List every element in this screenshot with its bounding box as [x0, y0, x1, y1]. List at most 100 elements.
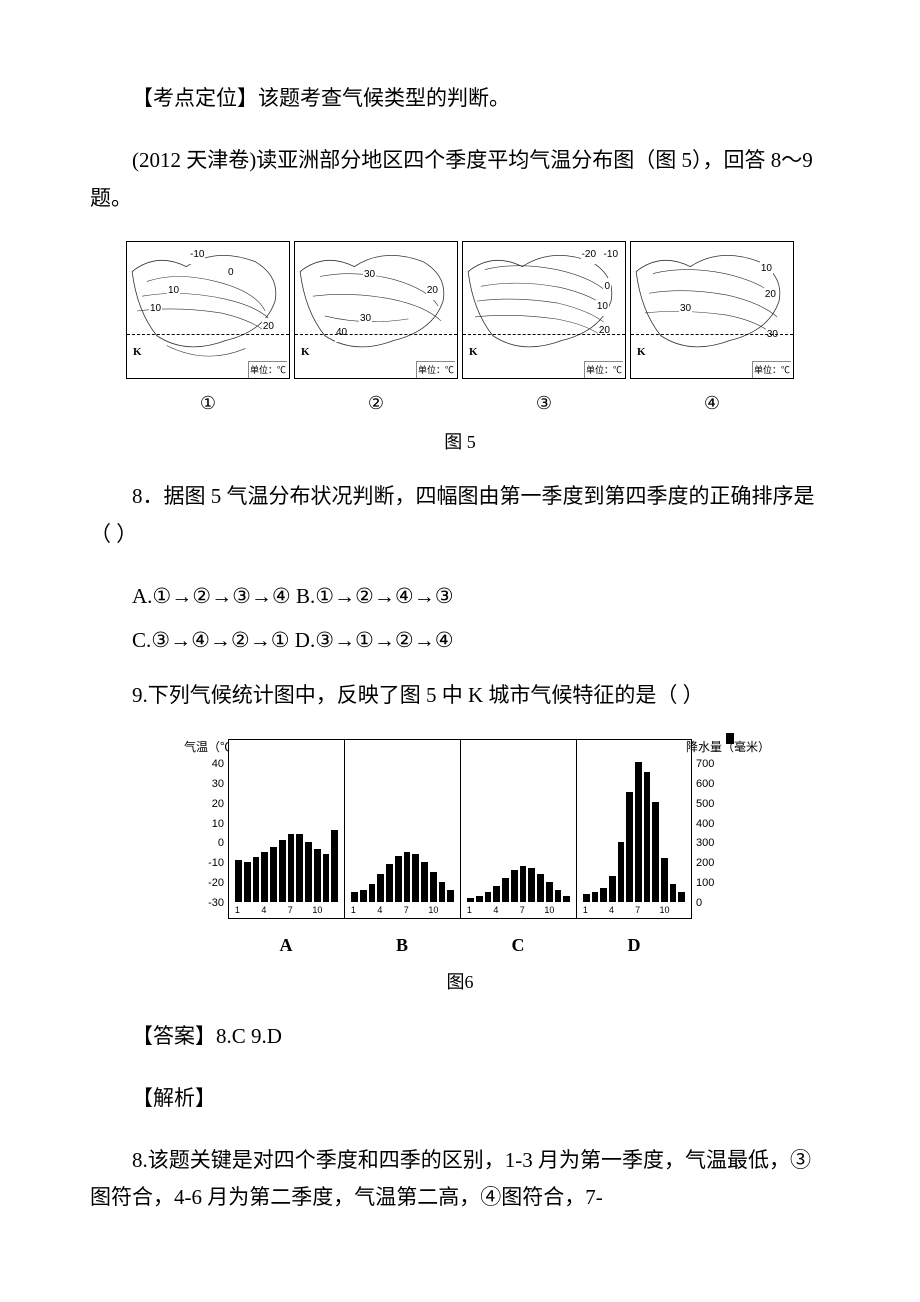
question-intro: (2012 天津卷)读亚洲部分地区四个季度平均气温分布图（图 5），回答 8～9…	[90, 142, 830, 218]
x-tick: 4	[607, 902, 616, 918]
x-tick	[598, 902, 607, 918]
bar	[592, 892, 599, 902]
city-k-marker: K	[637, 343, 646, 363]
bar	[520, 866, 527, 902]
x-tick	[411, 902, 420, 918]
bar	[288, 834, 295, 902]
circled-1: ①	[126, 387, 290, 419]
analysis-title: 【解析】	[90, 1080, 830, 1118]
bar	[395, 856, 402, 902]
x-tick	[438, 902, 447, 918]
bar	[377, 874, 384, 902]
bar	[270, 847, 277, 902]
bar	[421, 862, 428, 902]
bars-area	[467, 754, 570, 902]
bar	[412, 854, 419, 902]
x-tick: 4	[491, 902, 500, 918]
temp-label: 0	[603, 278, 611, 296]
y-tick: 100	[696, 874, 714, 894]
bar	[635, 762, 642, 902]
y-tick: 10	[212, 815, 224, 835]
x-ticks: 14710	[229, 902, 344, 918]
bars-area	[351, 754, 454, 902]
circled-3: ③	[462, 387, 626, 419]
bar	[331, 830, 338, 902]
x-tick: 4	[375, 902, 384, 918]
y-tick: -30	[208, 894, 224, 914]
temp-label: -10	[603, 246, 619, 264]
answer-text: 【答案】8.C 9.D	[90, 1018, 830, 1056]
bars-area	[583, 754, 685, 902]
y-tick: 200	[696, 854, 714, 874]
x-tick	[500, 902, 509, 918]
x-tick	[251, 902, 260, 918]
bar	[323, 854, 330, 902]
x-tick	[509, 902, 518, 918]
chart-label-b: B	[344, 929, 460, 961]
temp-label: 30	[363, 266, 376, 284]
city-k-marker: K	[301, 343, 310, 363]
map-panels-row: -10 0 10 10 20 K 单位：℃ 30 20 30 40 K 单位：℃	[90, 241, 830, 379]
x-tick	[331, 902, 340, 918]
bar	[430, 872, 437, 902]
bar	[652, 802, 659, 902]
map-panel-3: -20 -10 0 10 20 K 单位：℃	[462, 241, 626, 379]
x-tick	[268, 902, 277, 918]
map-panel-2: 30 20 30 40 K 单位：℃	[294, 241, 458, 379]
y-tick: 30	[212, 775, 224, 795]
bar	[583, 894, 590, 902]
y-axis-right-wrap: 降水量（毫米） 700 600 500 400 300 200 100 0	[692, 739, 726, 919]
tropic-line	[463, 334, 625, 335]
y-tick: -20	[208, 874, 224, 894]
mini-chart-a: 14710	[228, 739, 344, 919]
x-tick: 1	[465, 902, 474, 918]
map-unit-label: 单位：℃	[584, 361, 623, 378]
city-k-marker: K	[469, 343, 478, 363]
x-tick	[447, 902, 456, 918]
y-tick: 400	[696, 815, 714, 835]
bar	[537, 874, 544, 902]
x-tick	[393, 902, 402, 918]
x-tick	[367, 902, 376, 918]
bar	[618, 842, 625, 902]
tropic-line	[127, 334, 289, 335]
question-9-text: 9.下列气候统计图中，反映了图 5 中 K 城市气候特征的是（ ）	[90, 677, 830, 715]
y-tick: 600	[696, 775, 714, 795]
bar	[235, 860, 242, 902]
bar	[369, 884, 376, 902]
x-tick: 10	[659, 902, 669, 918]
x-tick: 7	[286, 902, 295, 918]
chart-container: 气温（℃） 40 30 20 10 0 -10 -20 -30 14710147…	[194, 739, 726, 919]
temp-label: 30	[766, 326, 779, 344]
x-tick	[384, 902, 393, 918]
bar	[279, 840, 286, 902]
exam-focus: 【考点定位】该题考查气候类型的判断。	[90, 80, 830, 118]
analysis-body: 8.该题关键是对四个季度和四季的区别，1-3 月为第一季度，气温最低，③图符合，…	[90, 1142, 830, 1218]
bar	[261, 852, 268, 902]
bar	[644, 772, 651, 902]
y-axis-right-ticks: 700 600 500 400 300 200 100 0	[692, 739, 726, 919]
bar	[546, 882, 553, 902]
y-tick: 300	[696, 834, 714, 854]
x-tick: 10	[544, 902, 554, 918]
bar	[447, 890, 454, 902]
temp-label: 10	[149, 300, 162, 318]
x-tick	[536, 902, 545, 918]
x-tick	[669, 902, 678, 918]
bar	[305, 842, 312, 902]
x-tick	[563, 902, 572, 918]
bar	[404, 852, 411, 902]
bar	[244, 862, 251, 902]
x-tick	[242, 902, 251, 918]
x-tick	[295, 902, 304, 918]
bar	[555, 890, 562, 902]
mini-charts-row: 14710147101471014710	[228, 739, 692, 919]
bar	[493, 886, 500, 902]
x-tick: 1	[233, 902, 242, 918]
map-outline-2	[295, 242, 457, 378]
map-unit-label: 单位：℃	[248, 361, 287, 378]
bar	[351, 892, 358, 902]
figure5-caption: 图 5	[90, 426, 830, 458]
bar	[661, 858, 668, 902]
temp-label: -20	[581, 246, 597, 264]
